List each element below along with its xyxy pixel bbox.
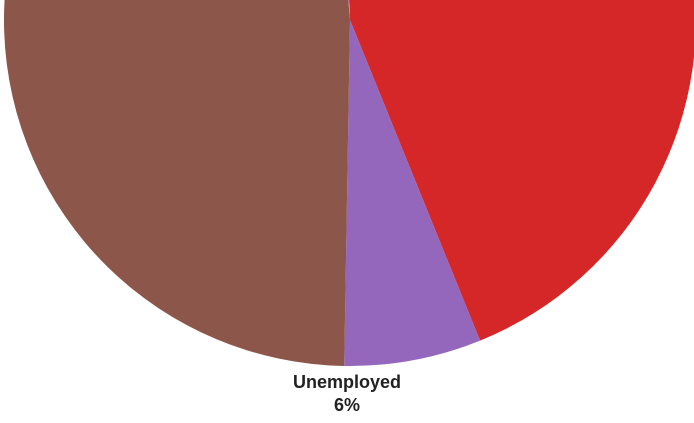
- slice-label-unemployed: Unemployed: [293, 372, 401, 392]
- pie-slice-unemployed: [344, 20, 481, 366]
- pie-labels: Unemployed 6%: [293, 372, 401, 415]
- pie-slice-3: [4, 0, 350, 366]
- slice-percent-unemployed: 6%: [334, 395, 360, 415]
- pie-slice-4: [348, 0, 350, 20]
- pie-slices: [4, 0, 694, 366]
- pie-slice-0: [348, 0, 350, 20]
- pie-slice-1: [349, 0, 694, 341]
